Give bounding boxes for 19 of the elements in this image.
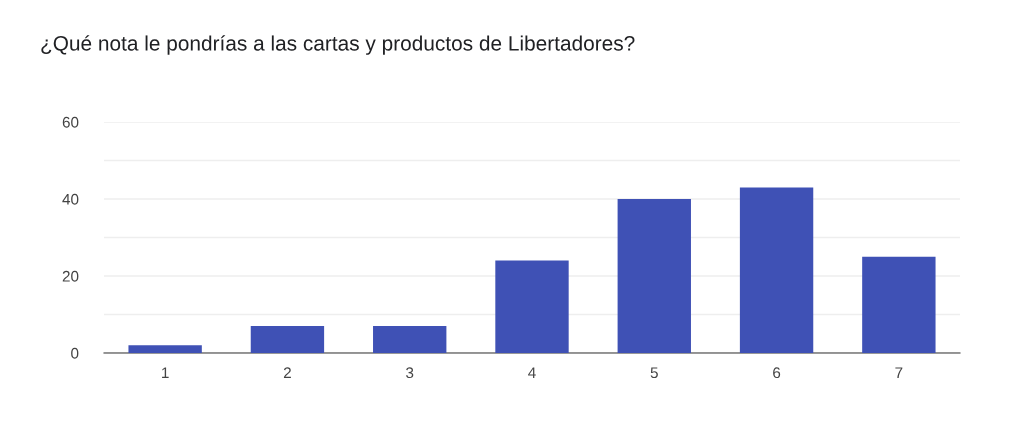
x-tick-label: 2 — [283, 367, 291, 378]
x-tick-label: 5 — [650, 367, 658, 379]
chart-title: ¿Qué nota le pondrías a las cartas y productos de Libertadores? — [41, 35, 635, 55]
y-tick-label: 60 — [62, 116, 79, 128]
bar — [250, 326, 325, 353]
x-tick-label: 6 — [773, 367, 781, 379]
x-tick-label: 3 — [406, 367, 414, 379]
bar — [862, 256, 936, 353]
bar — [617, 199, 691, 353]
y-tick-label: 40 — [62, 193, 79, 205]
x-tick-label: 4 — [528, 367, 536, 378]
bar — [739, 187, 814, 353]
x-tick-label: 7 — [895, 367, 903, 378]
x-tick-label: 1 — [162, 367, 169, 378]
y-tick-label: 20 — [62, 270, 79, 282]
y-tick-label: 0 — [71, 347, 79, 359]
bar — [495, 260, 569, 353]
bar — [128, 345, 202, 353]
bar — [373, 326, 447, 353]
